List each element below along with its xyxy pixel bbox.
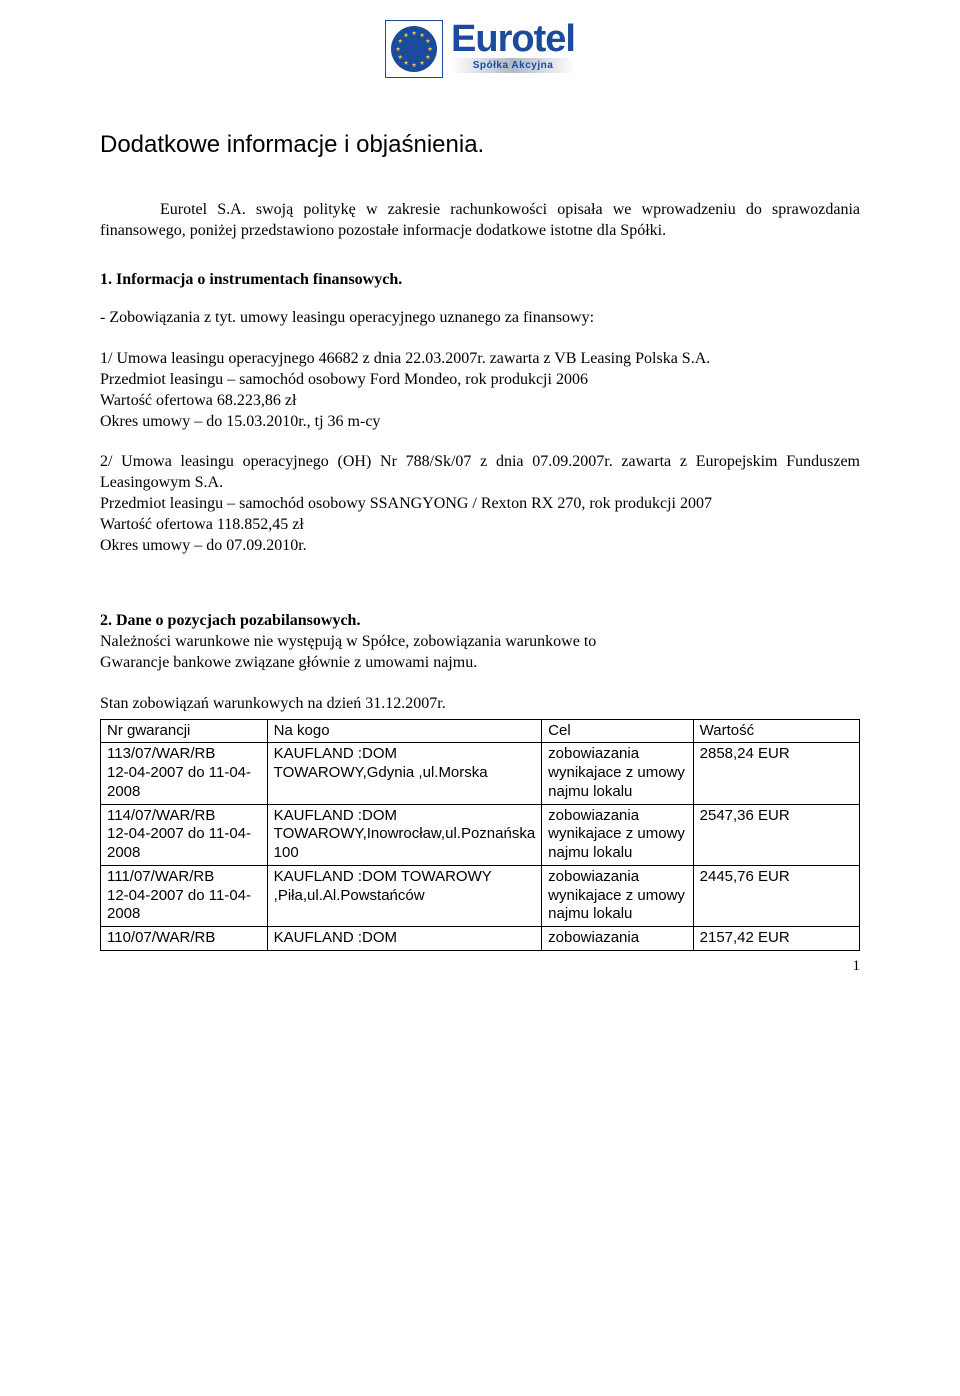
table-cell: zobowiazania wynikajace z umowy najmu lo…: [542, 743, 693, 804]
lease1-l4: Okres umowy – do 15.03.2010r., tj 36 m-c…: [100, 412, 860, 433]
logo-mark: [385, 20, 443, 78]
logo-star-icon: [412, 31, 417, 36]
section2-l2: Gwarancje bankowe związane głównie z umo…: [100, 653, 860, 674]
table-row: 110/07/WAR/RBKAUFLAND :DOMzobowiazania21…: [101, 927, 860, 951]
section2-l1: Należności warunkowe nie występują w Spó…: [100, 632, 860, 653]
table-cell: KAUFLAND :DOM TOWAROWY,Inowrocław,ul.Poz…: [267, 804, 541, 865]
section1-intro: - Zobowiązania z tyt. umowy leasingu ope…: [100, 308, 860, 329]
table-cell: KAUFLAND :DOM TOWAROWY ,Piła,ul.Al.Powst…: [267, 865, 541, 926]
lease-item-2: 2/ Umowa leasingu operacyjnego (OH) Nr 7…: [100, 452, 860, 556]
logo-star-icon: [398, 39, 403, 44]
lease1-l1: 1/ Umowa leasingu operacyjnego 46682 z d…: [100, 349, 860, 370]
logo-name: Eurotel: [451, 20, 575, 58]
table-cell: 2445,76 EUR: [693, 865, 859, 926]
table-header-row: Nr gwarancjiNa kogoCelWartość: [101, 719, 860, 743]
table-header-cell: Nr gwarancji: [101, 719, 268, 743]
lease-item-1: 1/ Umowa leasingu operacyjnego 46682 z d…: [100, 349, 860, 432]
guarantees-table: Nr gwarancjiNa kogoCelWartość 113/07/WAR…: [100, 719, 860, 951]
section2-heading: 2. Dane o pozycjach pozabilansowych.: [100, 611, 860, 632]
logo-star-icon: [420, 60, 425, 65]
table-header-cell: Wartość: [693, 719, 859, 743]
logo-star-icon: [428, 47, 433, 52]
table-cell: 2858,24 EUR: [693, 743, 859, 804]
lease1-l3: Wartość ofertowa 68.223,86 zł: [100, 391, 860, 412]
logo-star-icon: [404, 33, 409, 38]
table-cell: 2157,42 EUR: [693, 927, 859, 951]
table-cell: 2547,36 EUR: [693, 804, 859, 865]
table-cell: KAUFLAND :DOM: [267, 927, 541, 951]
logo-star-icon: [420, 33, 425, 38]
page-number: 1: [100, 957, 860, 977]
logo: Eurotel Spółka Akcyjna: [385, 20, 575, 78]
lease1-l2: Przedmiot leasingu – samochód osobowy Fo…: [100, 370, 860, 391]
table-row: 113/07/WAR/RB 12-04-2007 do 11-04-2008KA…: [101, 743, 860, 804]
logo-subtitle: Spółka Akcyjna: [451, 58, 575, 73]
logo-star-icon: [425, 55, 430, 60]
section2-stan: Stan zobowiązań warunkowych na dzień 31.…: [100, 694, 860, 715]
lease2-l1: 2/ Umowa leasingu operacyjnego (OH) Nr 7…: [100, 452, 860, 494]
table-row: 114/07/WAR/RB 12-04-2007 do 11-04-2008KA…: [101, 804, 860, 865]
table-header-cell: Na kogo: [267, 719, 541, 743]
document-title: Dodatkowe informacje i objaśnienia.: [100, 129, 860, 160]
table-cell: KAUFLAND :DOM TOWAROWY,Gdynia ,ul.Morska: [267, 743, 541, 804]
section1-heading: 1. Informacja o instrumentach finansowyc…: [100, 270, 860, 291]
logo-header: Eurotel Spółka Akcyjna: [100, 20, 860, 79]
table-cell: 114/07/WAR/RB 12-04-2007 do 11-04-2008: [101, 804, 268, 865]
table-row: 111/07/WAR/RB 12-04-2007 do 11-04-2008KA…: [101, 865, 860, 926]
logo-star-icon: [398, 55, 403, 60]
table-cell: zobowiazania wynikajace z umowy najmu lo…: [542, 804, 693, 865]
table-cell: 111/07/WAR/RB 12-04-2007 do 11-04-2008: [101, 865, 268, 926]
lease2-l3: Wartość ofertowa 118.852,45 zł: [100, 515, 860, 536]
logo-star-icon: [396, 47, 401, 52]
table-cell: 110/07/WAR/RB: [101, 927, 268, 951]
table-header-cell: Cel: [542, 719, 693, 743]
table-cell: zobowiazania wynikajace z umowy najmu lo…: [542, 865, 693, 926]
logo-star-icon: [404, 60, 409, 65]
lease2-l4: Okres umowy – do 07.09.2010r.: [100, 536, 860, 557]
logo-circle-icon: [391, 26, 437, 72]
section1-line1: - Zobowiązania z tyt. umowy leasingu ope…: [100, 308, 860, 329]
logo-text-group: Eurotel Spółka Akcyjna: [451, 20, 575, 73]
table-cell: 113/07/WAR/RB 12-04-2007 do 11-04-2008: [101, 743, 268, 804]
logo-star-icon: [412, 63, 417, 68]
table-cell: zobowiazania: [542, 927, 693, 951]
logo-star-icon: [425, 39, 430, 44]
intro-paragraph: Eurotel S.A. swoją politykę w zakresie r…: [100, 200, 860, 242]
lease2-l2: Przedmiot leasingu – samochód osobowy SS…: [100, 494, 860, 515]
